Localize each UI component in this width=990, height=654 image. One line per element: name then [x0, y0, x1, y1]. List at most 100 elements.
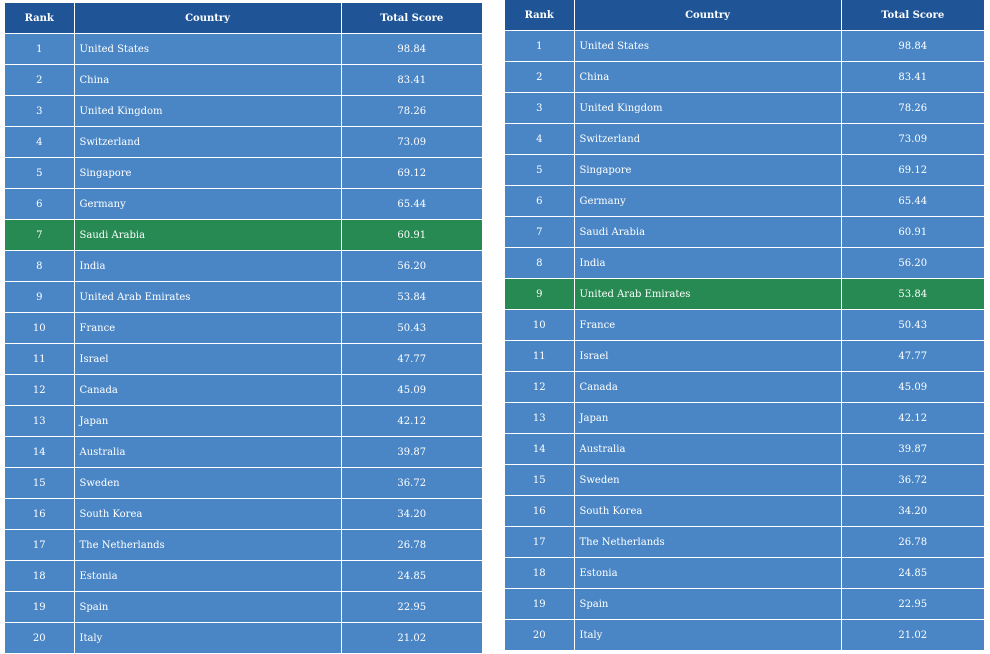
cell-total-score: 24.85 [841, 557, 984, 589]
table-row: 16 South Korea 34.20 [5, 498, 482, 530]
cell-total-score: 83.41 [841, 61, 984, 93]
cell-total-score: 98.84 [341, 33, 482, 65]
cell-rank: 12 [5, 374, 75, 406]
table-row: 4 Switzerland 73.09 [5, 126, 482, 158]
cell-country: United States [74, 33, 342, 65]
cell-country: Australia [74, 436, 342, 468]
table-row: 2 China 83.41 [505, 61, 984, 93]
cell-rank: 13 [5, 405, 75, 437]
cell-total-score: 69.12 [841, 154, 984, 186]
table-row: 9 United Arab Emirates 53.84 [5, 281, 482, 313]
cell-total-score: 53.84 [841, 278, 984, 310]
table-row: 12 Canada 45.09 [5, 374, 482, 406]
cell-rank: 6 [505, 185, 575, 217]
cell-total-score: 50.43 [841, 309, 984, 341]
table-body: 1 United States 98.84 2 China 83.41 3 United Ki… [5, 33, 482, 654]
cell-country: The Netherlands [574, 526, 842, 558]
table-row: 13 Japan 42.12 [5, 405, 482, 437]
table-row: 11 Israel 47.77 [5, 343, 482, 375]
cell-country: Italy [74, 622, 342, 654]
cell-total-score: 60.91 [841, 216, 984, 248]
table-row: 7 Saudi Arabia 60.91 [505, 216, 984, 248]
cell-country: Australia [574, 433, 842, 465]
cell-country: Canada [74, 374, 342, 406]
cell-total-score: 21.02 [341, 622, 482, 654]
cell-total-score: 42.12 [341, 405, 482, 437]
table-row: 3 United Kingdom 78.26 [5, 95, 482, 127]
cell-total-score: 45.09 [841, 371, 984, 403]
header-total-score: Total Score [341, 3, 482, 34]
table-header-row: Rank Country Total Score [505, 0, 984, 31]
table-row: 16 South Korea 34.20 [505, 495, 984, 527]
cell-total-score: 78.26 [341, 95, 482, 127]
cell-country: Switzerland [574, 123, 842, 155]
cell-country: Germany [574, 185, 842, 217]
cell-total-score: 69.12 [341, 157, 482, 189]
cell-country: Singapore [74, 157, 342, 189]
cell-country: China [574, 61, 842, 93]
table-row: 10 France 50.43 [5, 312, 482, 344]
cell-rank: 8 [505, 247, 575, 279]
cell-total-score: 24.85 [341, 560, 482, 592]
cell-country: Saudi Arabia [74, 219, 342, 251]
cell-country: Israel [74, 343, 342, 375]
table-row: 19 Spain 22.95 [5, 591, 482, 623]
cell-total-score: 98.84 [841, 30, 984, 62]
cell-rank: 3 [5, 95, 75, 127]
table-row: 14 Australia 39.87 [505, 433, 984, 465]
cell-country: United Kingdom [74, 95, 342, 127]
cell-country: Japan [74, 405, 342, 437]
cell-rank: 19 [5, 591, 75, 623]
cell-country: South Korea [74, 498, 342, 530]
cell-country: France [574, 309, 842, 341]
cell-country: Sweden [74, 467, 342, 499]
table-row: 7 Saudi Arabia 60.91 [5, 219, 482, 251]
cell-total-score: 73.09 [341, 126, 482, 158]
cell-total-score: 65.44 [341, 188, 482, 220]
cell-total-score: 78.26 [841, 92, 984, 124]
cell-country: Japan [574, 402, 842, 434]
cell-rank: 4 [5, 126, 75, 158]
cell-rank: 15 [505, 464, 575, 496]
cell-rank: 2 [505, 61, 575, 93]
cell-total-score: 53.84 [341, 281, 482, 313]
cell-rank: 1 [5, 33, 75, 65]
cell-country: Sweden [574, 464, 842, 496]
cell-total-score: 83.41 [341, 64, 482, 96]
cell-country: Italy [574, 619, 842, 651]
cell-total-score: 56.20 [841, 247, 984, 279]
cell-rank: 17 [505, 526, 575, 558]
cell-rank: 10 [5, 312, 75, 344]
cell-country: United States [574, 30, 842, 62]
cell-rank: 17 [5, 529, 75, 561]
header-total-score: Total Score [841, 0, 984, 31]
cell-rank: 18 [5, 560, 75, 592]
table-row: 12 Canada 45.09 [505, 371, 984, 403]
cell-total-score: 50.43 [341, 312, 482, 344]
cell-country: United Kingdom [574, 92, 842, 124]
cell-total-score: 36.72 [341, 467, 482, 499]
cell-rank: 15 [5, 467, 75, 499]
cell-total-score: 21.02 [841, 619, 984, 651]
cell-total-score: 45.09 [341, 374, 482, 406]
header-rank: Rank [5, 3, 75, 34]
cell-rank: 8 [5, 250, 75, 282]
cell-rank: 6 [5, 188, 75, 220]
cell-country: The Netherlands [74, 529, 342, 561]
cell-rank: 18 [505, 557, 575, 589]
cell-rank: 7 [505, 216, 575, 248]
cell-total-score: 39.87 [341, 436, 482, 468]
table-row: 20 Italy 21.02 [5, 622, 482, 654]
table-row: 13 Japan 42.12 [505, 402, 984, 434]
table-row: 1 United States 98.84 [505, 30, 984, 62]
cell-total-score: 36.72 [841, 464, 984, 496]
cell-rank: 4 [505, 123, 575, 155]
cell-rank: 16 [505, 495, 575, 527]
cell-country: United Arab Emirates [74, 281, 342, 313]
table-row: 5 Singapore 69.12 [5, 157, 482, 189]
table-row: 18 Estonia 24.85 [5, 560, 482, 592]
table-body: 1 United States 98.84 2 China 83.41 3 United Ki… [505, 30, 984, 651]
cell-total-score: 47.77 [841, 340, 984, 372]
cell-total-score: 34.20 [341, 498, 482, 530]
cell-country: Germany [74, 188, 342, 220]
